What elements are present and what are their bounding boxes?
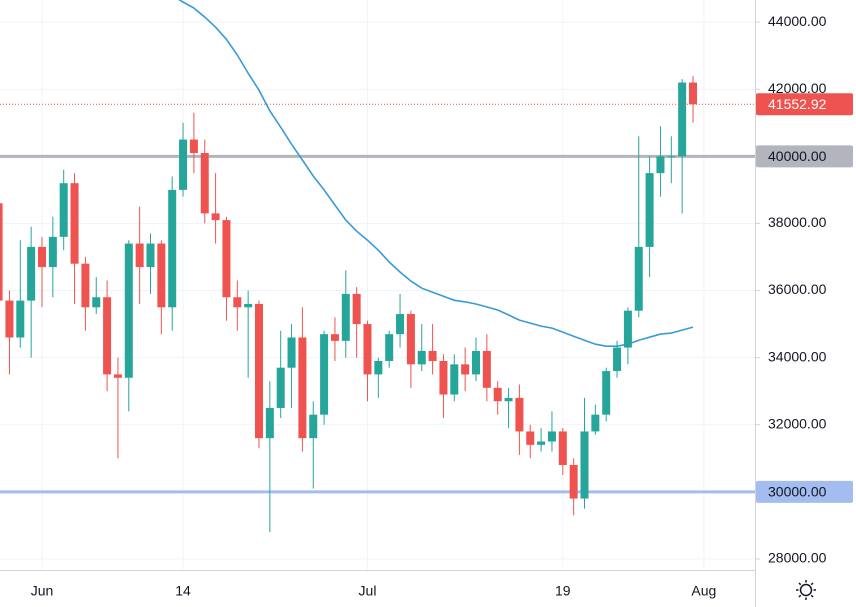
level-label: 30000.00 bbox=[768, 484, 827, 500]
candle-body bbox=[276, 367, 285, 408]
candle-body bbox=[233, 297, 242, 308]
candle-body bbox=[189, 139, 198, 153]
candle-body bbox=[547, 431, 556, 442]
candle-body bbox=[656, 156, 665, 174]
candle-body bbox=[504, 397, 513, 402]
candle-body bbox=[38, 246, 46, 268]
candle-body bbox=[341, 293, 350, 341]
candle-body bbox=[157, 243, 166, 308]
candle-body bbox=[124, 243, 133, 378]
x-tick-label: Aug bbox=[691, 583, 716, 599]
candle-body bbox=[406, 314, 415, 365]
last-price-box bbox=[756, 93, 853, 116]
settings-icon-core bbox=[799, 583, 813, 597]
candle-body bbox=[591, 414, 600, 432]
candle-body bbox=[48, 236, 57, 268]
candle-body bbox=[428, 350, 437, 361]
y-tick-label: 36000.00 bbox=[768, 281, 827, 297]
y-tick-label: 44000.00 bbox=[768, 13, 827, 29]
candle-body bbox=[103, 297, 112, 375]
level-label-box bbox=[756, 145, 853, 168]
candle-body bbox=[439, 360, 448, 395]
settings-icon[interactable] bbox=[796, 580, 816, 600]
x-tick-label: 19 bbox=[555, 583, 571, 599]
level-label: 40000.00 bbox=[768, 148, 827, 164]
candle-body bbox=[135, 243, 144, 268]
candle-body bbox=[16, 300, 25, 338]
candle-body bbox=[255, 303, 263, 439]
candle-body bbox=[472, 350, 480, 375]
x-tick-label: 14 bbox=[175, 583, 191, 599]
candle-body bbox=[287, 337, 296, 368]
candle-body bbox=[461, 364, 470, 375]
candle-body bbox=[363, 324, 372, 375]
ray bbox=[810, 582, 814, 586]
candle-body bbox=[81, 263, 90, 308]
candle-body bbox=[526, 431, 535, 445]
candle-body bbox=[222, 220, 231, 298]
level-label-box bbox=[756, 480, 853, 503]
candle-body bbox=[385, 334, 394, 361]
candle-body bbox=[374, 360, 383, 375]
candle-body bbox=[92, 297, 101, 308]
y-tick-label: 28000.00 bbox=[768, 550, 827, 566]
candle-body bbox=[482, 350, 491, 388]
candle-body bbox=[5, 300, 14, 338]
candle-body bbox=[113, 374, 122, 378]
candle-body bbox=[613, 347, 622, 372]
candle-body bbox=[211, 213, 220, 221]
candle-body bbox=[634, 246, 643, 311]
candle-body bbox=[602, 371, 611, 415]
candle-body bbox=[645, 173, 654, 247]
candle-body bbox=[168, 189, 177, 308]
candle-body bbox=[179, 139, 188, 190]
candle-body bbox=[569, 464, 578, 499]
ray bbox=[798, 582, 802, 586]
candle-body bbox=[70, 183, 79, 264]
candle-body bbox=[580, 431, 589, 499]
candle-body bbox=[0, 203, 3, 301]
candle-body bbox=[678, 82, 687, 157]
candle-body bbox=[396, 314, 405, 335]
candle-body bbox=[244, 303, 253, 308]
candle-body bbox=[689, 82, 697, 105]
candle-body bbox=[450, 364, 459, 395]
x-tick-label: Jul bbox=[359, 583, 377, 599]
candle-body bbox=[330, 334, 339, 341]
candle-body bbox=[298, 337, 307, 439]
candle-body bbox=[309, 414, 318, 439]
ray bbox=[798, 594, 802, 598]
candle-body bbox=[200, 152, 209, 214]
candle-body bbox=[623, 310, 632, 348]
y-tick-label: 38000.00 bbox=[768, 214, 827, 230]
candle-body bbox=[320, 334, 329, 415]
plot-area bbox=[0, 0, 755, 533]
x-tick-label: Jun bbox=[31, 583, 54, 599]
candle-body bbox=[352, 293, 361, 325]
candle-body bbox=[417, 350, 426, 365]
moving-average-line bbox=[178, 0, 694, 347]
y-tick-label: 42000.00 bbox=[768, 80, 827, 96]
candle-body bbox=[146, 243, 155, 268]
candle-body bbox=[27, 246, 36, 301]
ray bbox=[810, 594, 814, 598]
candle-body bbox=[59, 183, 68, 237]
candle-body bbox=[515, 397, 524, 432]
axes: 28000.00 30000.00 32000.00 34000.00 36000.00… bbox=[31, 13, 853, 599]
candle-body bbox=[537, 441, 546, 445]
candle-body bbox=[493, 387, 502, 402]
candle-body bbox=[265, 407, 274, 439]
last-price-label: 41552.92 bbox=[768, 96, 827, 112]
y-tick-label: 32000.00 bbox=[768, 415, 827, 431]
candle-body bbox=[667, 156, 676, 158]
y-tick-label: 34000.00 bbox=[768, 348, 827, 364]
candle-body bbox=[558, 431, 567, 465]
